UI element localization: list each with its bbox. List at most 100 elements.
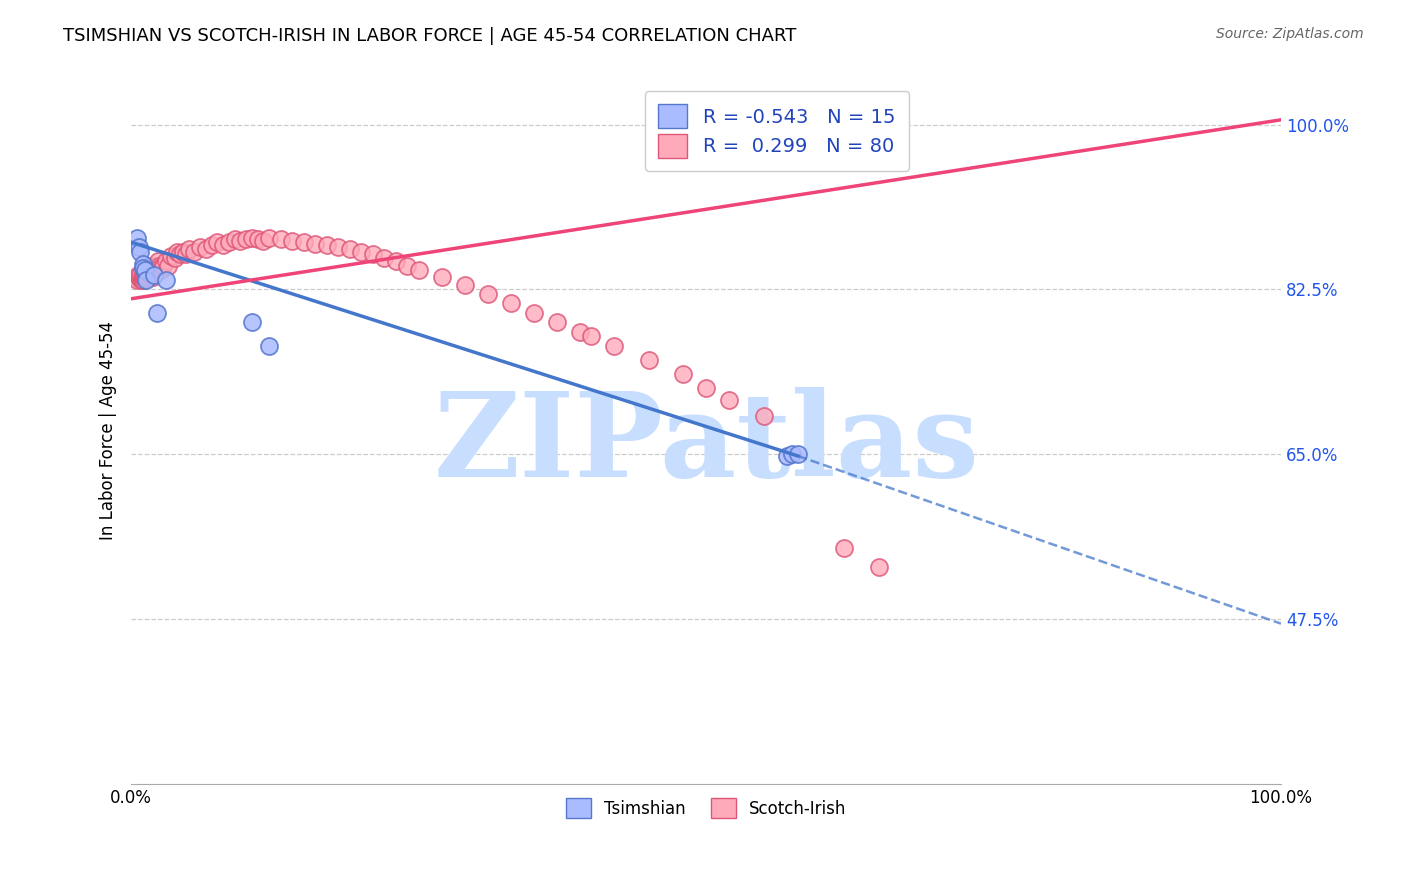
Point: [672, 367, 695, 381]
Point: [257, 339, 280, 353]
Point: [195, 242, 218, 256]
Point: [150, 263, 173, 277]
Point: [188, 240, 211, 254]
Point: [235, 232, 257, 246]
Point: [127, 268, 149, 283]
Point: [603, 339, 626, 353]
Point: [270, 232, 292, 246]
Point: [141, 263, 163, 277]
Point: [163, 252, 186, 266]
Point: [240, 230, 263, 244]
Point: [132, 270, 155, 285]
Point: [408, 263, 430, 277]
Point: [135, 273, 157, 287]
Point: [453, 277, 475, 292]
Point: [218, 235, 240, 250]
Point: [868, 560, 890, 574]
Point: [718, 392, 741, 407]
Point: [149, 260, 172, 275]
Point: [138, 268, 160, 283]
Point: [637, 353, 659, 368]
Legend: Tsimshian, Scotch-Irish: Tsimshian, Scotch-Irish: [560, 791, 853, 825]
Point: [782, 447, 804, 461]
Point: [361, 247, 384, 261]
Text: ZIPatlas: ZIPatlas: [433, 387, 979, 502]
Text: TSIMSHIAN VS SCOTCH-IRISH IN LABOR FORCE | AGE 45-54 CORRELATION CHART: TSIMSHIAN VS SCOTCH-IRISH IN LABOR FORCE…: [63, 27, 797, 45]
Point: [134, 263, 156, 277]
Point: [135, 266, 157, 280]
Point: [148, 259, 170, 273]
Point: [350, 244, 373, 259]
Point: [145, 306, 167, 320]
Point: [139, 259, 162, 273]
Point: [131, 273, 153, 287]
Point: [172, 244, 194, 259]
Point: [292, 235, 315, 250]
Point: [328, 240, 350, 254]
Point: [143, 266, 166, 280]
Point: [125, 230, 148, 244]
Text: Source: ZipAtlas.com: Source: ZipAtlas.com: [1216, 27, 1364, 41]
Point: [131, 270, 153, 285]
Point: [373, 252, 395, 266]
Point: [138, 263, 160, 277]
Point: [142, 270, 165, 285]
Point: [212, 238, 235, 252]
Point: [579, 329, 602, 343]
Point: [832, 541, 855, 556]
Point: [129, 272, 152, 286]
Point: [152, 259, 174, 273]
Point: [128, 270, 150, 285]
Point: [546, 315, 568, 329]
Point: [169, 247, 191, 261]
Point: [775, 449, 797, 463]
Point: [477, 287, 499, 301]
Point: [134, 271, 156, 285]
Point: [132, 260, 155, 275]
Point: [132, 257, 155, 271]
Point: [160, 249, 183, 263]
Point: [145, 259, 167, 273]
Point: [252, 235, 274, 249]
Point: [129, 268, 152, 283]
Point: [135, 268, 157, 283]
Point: [499, 296, 522, 310]
Point: [229, 235, 252, 249]
Point: [384, 254, 406, 268]
Point: [143, 268, 166, 283]
Point: [132, 268, 155, 283]
Point: [304, 237, 326, 252]
Point: [695, 381, 717, 395]
Point: [128, 240, 150, 254]
Point: [125, 273, 148, 287]
Point: [177, 242, 200, 256]
Point: [166, 244, 188, 259]
Point: [201, 238, 224, 252]
Point: [157, 259, 180, 273]
Point: [136, 270, 159, 285]
Point: [132, 273, 155, 287]
Point: [224, 232, 246, 246]
Point: [132, 270, 155, 285]
Point: [176, 247, 198, 261]
Point: [568, 325, 591, 339]
Point: [240, 315, 263, 329]
Point: [155, 273, 177, 287]
Point: [430, 270, 453, 285]
Point: [246, 232, 269, 246]
Point: [129, 244, 152, 259]
Point: [752, 409, 775, 424]
Point: [183, 244, 205, 259]
Point: [339, 242, 361, 256]
Point: [396, 259, 419, 273]
Point: [315, 238, 337, 252]
Point: [155, 254, 177, 268]
Point: [207, 235, 229, 250]
Point: [138, 266, 160, 280]
Point: [146, 254, 169, 268]
Point: [787, 447, 810, 461]
Point: [281, 235, 304, 249]
Point: [257, 230, 280, 244]
Y-axis label: In Labor Force | Age 45-54: In Labor Force | Age 45-54: [100, 321, 117, 540]
Point: [523, 306, 546, 320]
